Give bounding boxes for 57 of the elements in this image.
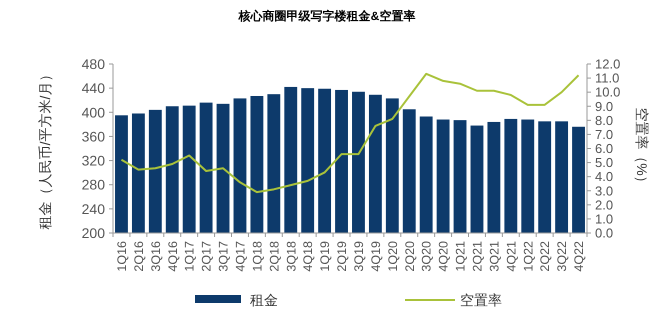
x-tick-label: 4Q18 [301, 240, 316, 272]
y2-tick-label: 5.0 [595, 155, 614, 170]
y-tick-label: 400 [82, 104, 106, 120]
y2-tick-label: 6.0 [595, 141, 614, 156]
y2-tick-label: 7.0 [595, 126, 614, 142]
y-tick-label: 360 [82, 128, 106, 144]
legend-label: 空置率 [460, 292, 502, 308]
x-tick-label: 2Q21 [470, 240, 484, 272]
y-tick-label: 440 [82, 80, 106, 96]
y-tick-label: 320 [82, 152, 106, 169]
y-tick-label: 240 [82, 200, 106, 217]
x-tick-label: 1Q18 [250, 240, 264, 272]
x-tick-label: 3Q17 [216, 240, 231, 272]
x-tick-label: 1Q21 [454, 240, 468, 272]
y2-axis-title: 空置率（%） [634, 107, 650, 190]
x-tick-label: 2Q20 [402, 240, 417, 272]
x-tick-label: 2Q17 [200, 240, 214, 272]
x-tick-label: 3Q18 [284, 240, 298, 272]
line-series [120, 72, 580, 194]
y2-tick-label: 10.0 [595, 84, 620, 100]
x-tick-label: 1Q16 [114, 240, 129, 272]
y-axis-title: 租金（人民币/平方米/月） [37, 68, 53, 230]
x-tick-label: 3Q16 [148, 240, 163, 272]
x-tick-label: 1Q22 [521, 240, 536, 272]
x-tick-label: 1Q17 [182, 240, 197, 272]
x-tick-label: 3Q21 [487, 240, 502, 272]
x-tick-label: 3Q20 [420, 240, 434, 272]
x-tick-label: 3Q22 [555, 240, 570, 272]
x-tick-label: 4Q22 [572, 240, 586, 272]
y2-tick-label: 1.0 [595, 211, 614, 226]
x-tick-label: 4Q21 [504, 240, 518, 272]
x-tick-label: 2Q16 [132, 240, 146, 272]
x-tick-label: 1Q19 [318, 240, 332, 272]
x-tick-label: 4Q20 [436, 240, 451, 272]
legend-item: 租金 [195, 292, 278, 308]
x-tick-label: 2Q19 [335, 240, 350, 272]
y2-tick-label: 4.0 [595, 169, 614, 184]
legend-label: 租金 [250, 292, 278, 308]
y2-tick-label: 3.0 [595, 183, 614, 198]
chart-title: 核心商圈甲级写字楼租金&空置率 [238, 9, 416, 23]
legend-item: 空置率 [405, 292, 502, 308]
x-tick-label: 3Q19 [352, 240, 366, 272]
y2-tick-label: 0.0 [595, 226, 614, 240]
x-tick-label: 4Q16 [166, 240, 180, 272]
y-tick-label: 480 [82, 56, 106, 72]
y2-tick-label: 11.0 [595, 70, 620, 86]
y2-tick-label: 12.0 [595, 56, 620, 72]
y2-tick-label: 2.0 [595, 197, 614, 212]
y2-tick-label: 9.0 [595, 98, 614, 114]
y2-tick-label: 8.0 [595, 112, 614, 128]
y-tick-label: 280 [82, 176, 106, 193]
x-tick-label: 4Q17 [233, 240, 248, 272]
x-tick-label: 2Q18 [267, 240, 282, 272]
x-tick-label: 1Q20 [386, 240, 400, 272]
x-tick-label: 4Q19 [368, 240, 383, 272]
x-tick-label: 2Q22 [538, 240, 552, 272]
y-tick-label: 200 [82, 225, 106, 241]
